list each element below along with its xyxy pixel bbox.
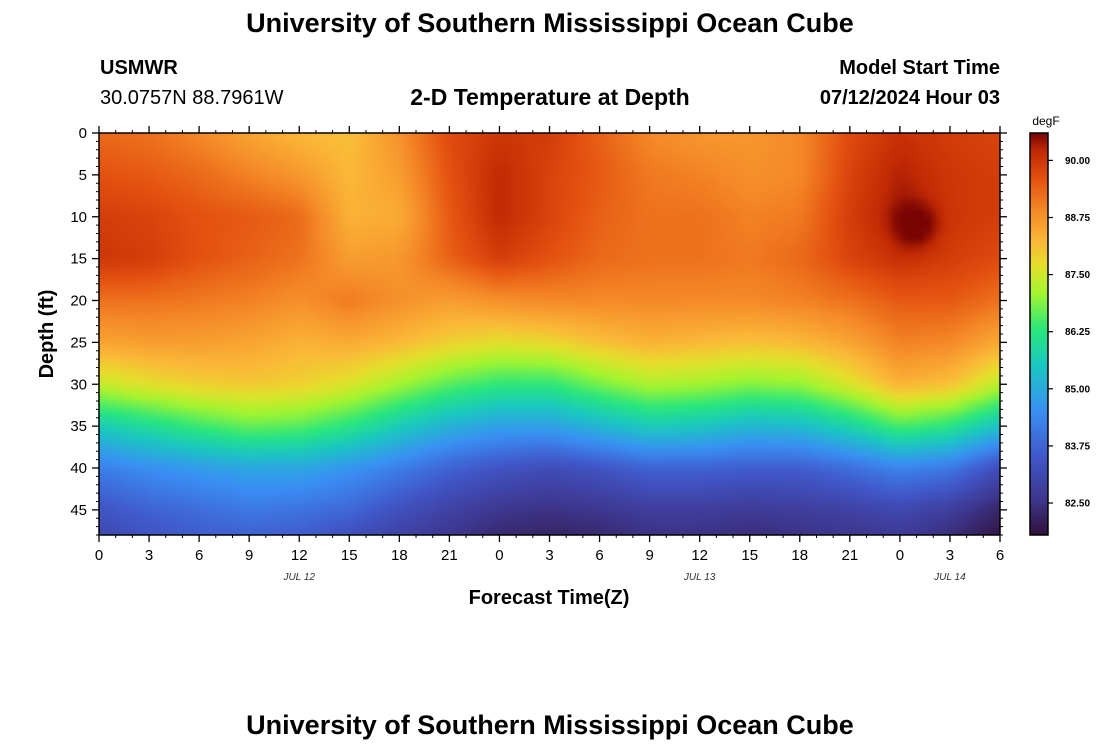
y-tick-label: 10 <box>70 209 87 226</box>
station-coords: 30.0757N 88.7961W <box>100 87 284 109</box>
footer-title: University of Southern Mississippi Ocean… <box>246 710 854 740</box>
chart-subtitle: 2-D Temperature at Depth <box>410 84 690 110</box>
x-tick-label: 3 <box>946 547 954 564</box>
colorbar-frame <box>1029 132 1049 536</box>
x-tick-label: 3 <box>545 547 553 564</box>
y-tick-label: 45 <box>70 502 87 519</box>
model-start-time: 07/12/2024 Hour 03 <box>819 87 1000 109</box>
temperature-depth-chart: 0 3 6 9 12 15 18 21 0 3 6 9 12 15 18 21 0 3 6 0 5 10 15 20 25 30… <box>36 114 1090 609</box>
x-tick-label: 0 <box>495 547 503 564</box>
y-axis: 0 5 10 15 20 25 30 35 40 45 <box>70 125 1007 536</box>
x-tick-label: 0 <box>896 547 904 564</box>
colorbar-image <box>1030 133 1048 535</box>
x-tick-label: 0 <box>95 547 103 564</box>
x-tick-label: 9 <box>645 547 653 564</box>
date-label: JUL 13 <box>683 572 716 583</box>
y-tick-label: 0 <box>79 125 87 142</box>
colorbar-ticks: 82.50 83.75 85.00 86.25 87.50 88.75 90.00 <box>1048 156 1090 510</box>
colorbar-tick-label: 88.75 <box>1065 213 1090 224</box>
page-title: University of Southern Mississippi Ocean… <box>246 8 854 38</box>
x-tick-label: 9 <box>245 547 253 564</box>
date-label: JUL 12 <box>282 572 315 583</box>
y-tick-label: 30 <box>70 376 87 393</box>
x-tick-label: 15 <box>341 547 358 564</box>
colorbar-units: degF <box>1032 114 1059 128</box>
station-id: USMWR <box>100 57 178 79</box>
colorbar-tick-label: 87.50 <box>1065 270 1090 281</box>
x-tick-label: 12 <box>691 547 708 564</box>
y-tick-label: 25 <box>70 334 87 351</box>
x-tick-label: 21 <box>441 547 458 564</box>
model-start-label: Model Start Time <box>839 57 1000 79</box>
y-axis-label: Depth (ft) <box>36 290 58 379</box>
date-label: JUL 14 <box>933 572 966 583</box>
x-tick-label: 6 <box>996 547 1004 564</box>
x-tick-label: 3 <box>145 547 153 564</box>
date-labels: JUL 12 JUL 13 JUL 14 <box>282 572 966 583</box>
x-tick-label: 21 <box>841 547 858 564</box>
x-tick-label: 15 <box>741 547 758 564</box>
y-tick-label: 20 <box>70 293 87 310</box>
x-tick-label: 18 <box>391 547 408 564</box>
x-tick-label: 6 <box>195 547 203 564</box>
y-tick-label: 5 <box>79 167 87 184</box>
y-tick-label: 15 <box>70 251 87 268</box>
heatmap-image <box>99 133 1000 535</box>
colorbar-tick-label: 86.25 <box>1065 327 1090 338</box>
x-axis-label: Forecast Time(Z) <box>469 587 630 609</box>
x-tick-label: 18 <box>791 547 808 564</box>
colorbar-tick-label: 83.75 <box>1065 441 1090 452</box>
x-axis: 0 3 6 9 12 15 18 21 0 3 6 9 12 15 18 21 0 3 6 <box>95 126 1004 564</box>
colorbar-tick-label: 90.00 <box>1065 156 1090 167</box>
colorbar-tick-label: 85.00 <box>1065 384 1090 395</box>
y-tick-label: 35 <box>70 418 87 435</box>
colorbar-tick-label: 82.50 <box>1065 499 1090 510</box>
x-tick-label: 6 <box>595 547 603 564</box>
y-tick-label: 40 <box>70 460 87 477</box>
x-tick-label: 12 <box>291 547 308 564</box>
